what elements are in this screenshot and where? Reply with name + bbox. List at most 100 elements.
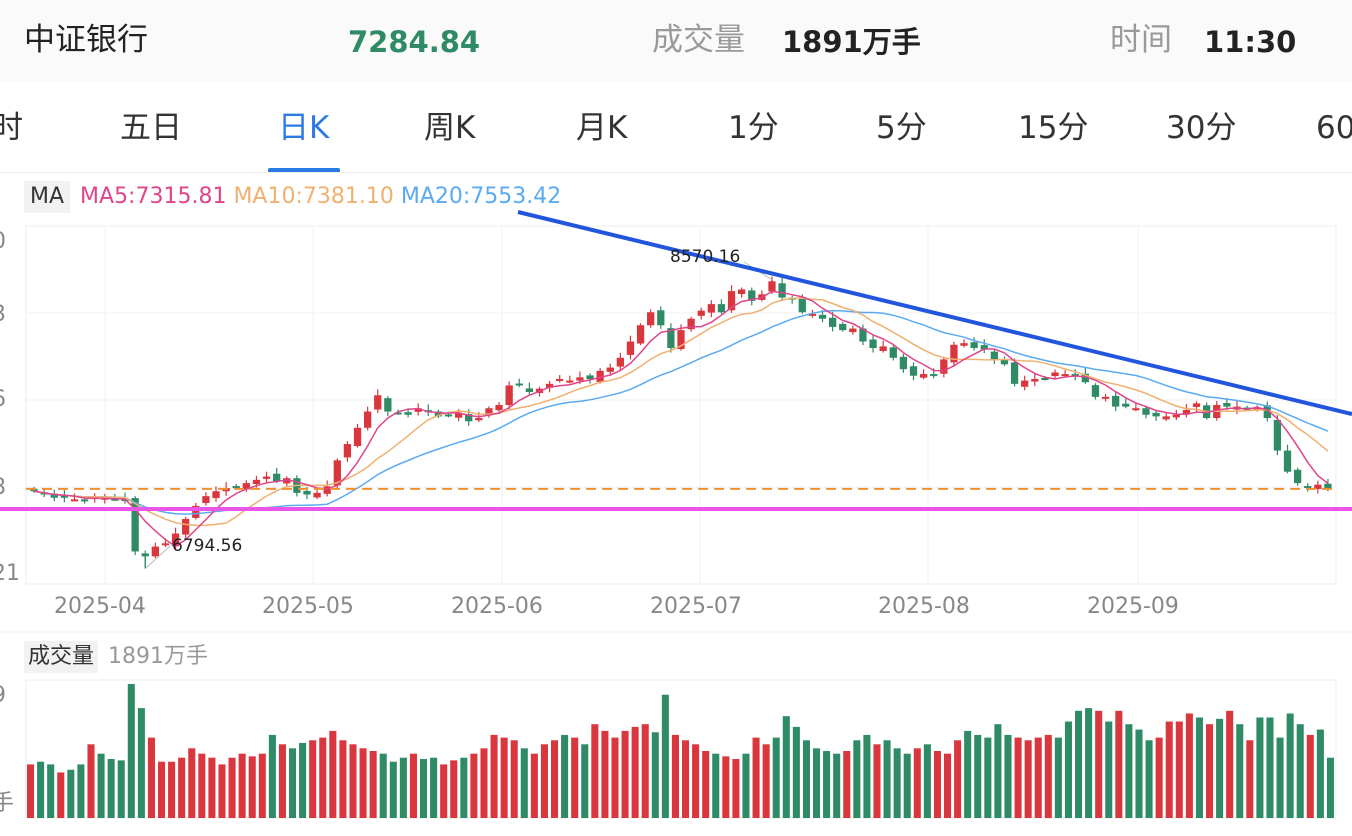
volume-bar bbox=[289, 748, 297, 818]
candle bbox=[849, 328, 857, 333]
volume-bar bbox=[752, 737, 760, 818]
candle bbox=[818, 314, 827, 319]
candle bbox=[869, 339, 877, 349]
volume-bar bbox=[742, 753, 750, 818]
candle bbox=[748, 290, 756, 301]
candle bbox=[768, 281, 776, 292]
volume-bar bbox=[974, 734, 982, 818]
candle bbox=[1172, 414, 1180, 418]
candle bbox=[91, 496, 99, 500]
volume-bar bbox=[137, 708, 145, 818]
x-tick-label: 2025-08 bbox=[878, 594, 970, 619]
volume-legend-value: 1891万手 bbox=[108, 644, 209, 669]
volume-bar bbox=[1195, 717, 1203, 818]
tab-5min[interactable]: 5分 bbox=[876, 110, 927, 146]
candle bbox=[1293, 469, 1302, 484]
candle bbox=[374, 395, 382, 410]
x-tick-label: 2025-05 bbox=[262, 594, 354, 619]
volume-bar bbox=[1024, 740, 1032, 818]
y-tick-label: 0 bbox=[0, 230, 6, 254]
trend-line bbox=[517, 210, 1352, 416]
volume-bar bbox=[490, 734, 498, 818]
ma10-value: MA10:7381.10 bbox=[233, 184, 394, 209]
candle bbox=[273, 473, 281, 482]
candle bbox=[30, 488, 38, 492]
volume-bar bbox=[1326, 757, 1334, 818]
volume-bar bbox=[37, 761, 45, 818]
plot-frame bbox=[25, 225, 1337, 585]
volume-bar bbox=[1316, 729, 1324, 818]
candle bbox=[677, 330, 685, 350]
candle bbox=[738, 289, 746, 295]
ma-tag[interactable]: MA bbox=[24, 181, 71, 213]
candle bbox=[626, 341, 635, 355]
candle bbox=[232, 486, 240, 489]
volume-bar bbox=[460, 757, 468, 818]
tab-1min[interactable]: 1分 bbox=[728, 110, 779, 146]
volume-label: 成交量 bbox=[652, 22, 745, 58]
candle bbox=[1192, 403, 1201, 407]
candle bbox=[50, 493, 58, 498]
tab-30min[interactable]: 30分 bbox=[1166, 110, 1237, 146]
candle bbox=[343, 444, 352, 458]
volume-bar bbox=[944, 753, 952, 818]
volume-y-bottom: 手 bbox=[0, 791, 15, 816]
active-tab-underline bbox=[268, 168, 340, 173]
volume-bar bbox=[933, 751, 941, 818]
volume-bar bbox=[420, 759, 428, 818]
period-tabs: 时 五日 日K 周K 月K 1分 5分 15分 30分 60 bbox=[0, 90, 1352, 174]
tab-weekly-k[interactable]: 周K bbox=[424, 110, 476, 146]
candle bbox=[839, 323, 847, 331]
candle bbox=[161, 543, 170, 546]
x-tick-label: 2025-06 bbox=[451, 594, 543, 619]
volume-bar bbox=[954, 740, 962, 818]
candle bbox=[1061, 374, 1069, 377]
tab-monthly-k[interactable]: 月K bbox=[576, 110, 628, 146]
volume-bar bbox=[762, 744, 770, 818]
volume-bar bbox=[682, 740, 690, 818]
candle bbox=[1223, 403, 1231, 407]
volume-bar bbox=[47, 764, 55, 818]
candle bbox=[1041, 377, 1049, 380]
tab-60min[interactable]: 60 bbox=[1316, 110, 1352, 146]
candle bbox=[353, 427, 362, 447]
volume-bar bbox=[571, 737, 579, 818]
low-annotation: 6794.56 bbox=[172, 536, 243, 556]
y-tick-label: 6 bbox=[0, 388, 6, 412]
candle bbox=[1132, 408, 1140, 411]
volume-bar bbox=[349, 744, 357, 818]
volume-bar bbox=[500, 737, 508, 818]
volume-bar bbox=[893, 748, 901, 818]
volume-bar bbox=[299, 742, 307, 818]
volume-bar bbox=[57, 772, 65, 818]
candle bbox=[970, 342, 978, 349]
volume-legend: 成交量 1891万手 bbox=[24, 641, 208, 673]
candle bbox=[596, 370, 604, 382]
candle bbox=[1112, 395, 1120, 407]
candle bbox=[606, 367, 614, 372]
tab-15min[interactable]: 15分 bbox=[1018, 110, 1089, 146]
volume-bar bbox=[561, 734, 569, 818]
volume-bar bbox=[228, 757, 236, 818]
candle bbox=[182, 518, 190, 535]
candle bbox=[1000, 359, 1009, 365]
volume-bar bbox=[772, 737, 780, 818]
candle bbox=[950, 344, 958, 363]
ma-legend: MA MA5:7315.81 MA10:7381.10 MA20:7553.42 bbox=[24, 181, 561, 213]
volume-bar bbox=[520, 748, 528, 818]
volume-bar bbox=[1165, 721, 1173, 818]
volume-tag[interactable]: 成交量 bbox=[24, 641, 99, 673]
tab-daily-k[interactable]: 日K bbox=[278, 110, 330, 146]
volume-bar bbox=[984, 737, 992, 818]
tab-five-day[interactable]: 五日 bbox=[120, 110, 182, 146]
candle bbox=[707, 304, 715, 313]
candle bbox=[717, 304, 726, 313]
candle bbox=[940, 359, 948, 374]
candle bbox=[545, 383, 554, 388]
volume-bar bbox=[218, 764, 226, 818]
volume-bar bbox=[339, 740, 347, 818]
index-price: 7284.84 bbox=[348, 25, 481, 59]
volume-bar bbox=[732, 759, 740, 818]
tab-intraday[interactable]: 时 bbox=[0, 110, 23, 146]
